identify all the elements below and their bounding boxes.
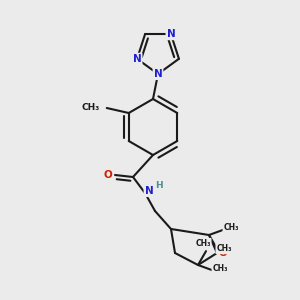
Text: CH₃: CH₃: [216, 244, 232, 253]
Text: N: N: [167, 29, 175, 39]
Text: N: N: [133, 54, 142, 64]
Text: CH₃: CH₃: [82, 103, 100, 112]
Text: N: N: [154, 69, 162, 79]
Text: O: O: [219, 248, 227, 258]
Text: CH₃: CH₃: [195, 238, 211, 247]
Text: CH₃: CH₃: [223, 223, 239, 232]
Text: N: N: [145, 186, 153, 196]
Text: O: O: [103, 170, 112, 180]
Text: H: H: [155, 181, 163, 190]
Text: CH₃: CH₃: [212, 264, 228, 273]
